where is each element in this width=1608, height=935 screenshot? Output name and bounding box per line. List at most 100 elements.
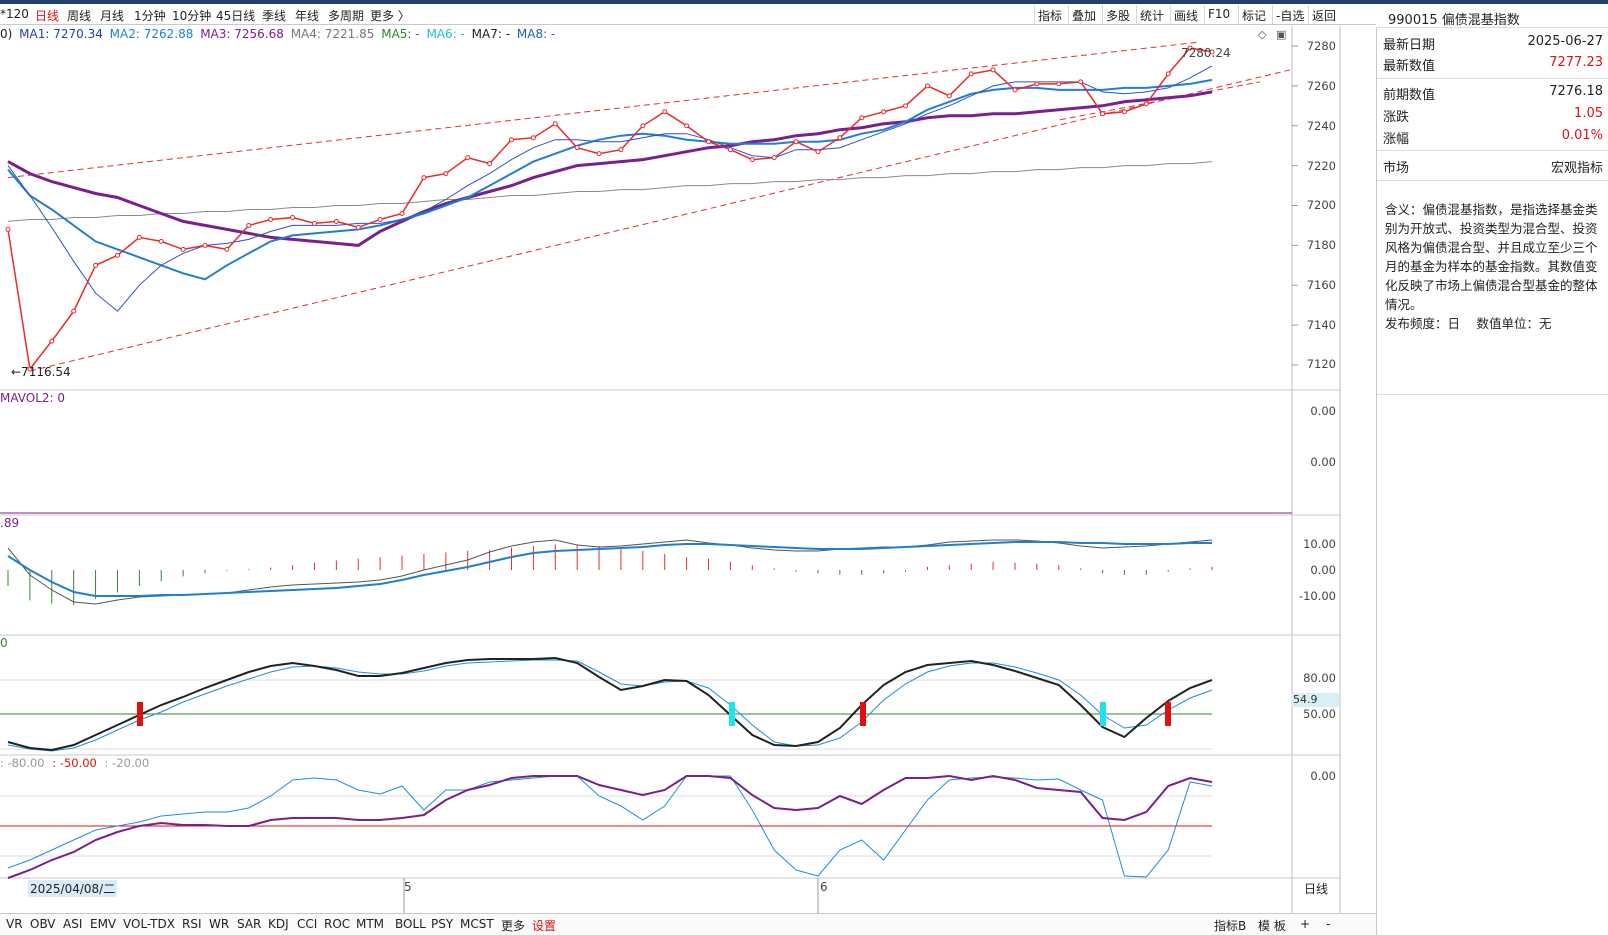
info-row-change: 涨跌 1.05 [1383,106,1603,126]
info-label: 最新日期 [1383,38,1436,53]
info-label: 最新数值 [1383,59,1436,74]
tab-asi[interactable]: ASI [63,917,83,931]
indicator-tabs: VR OBV ASI EMV VOL-TDX RSI WR SAR KDJ CC… [0,913,1376,935]
tab-more[interactable]: 更多 [501,919,526,933]
zoom-in-button[interactable]: + [1300,917,1311,931]
close-point [662,109,668,115]
expand-icon[interactable]: ▣ [1276,28,1287,41]
kdj-d-line [7,659,1213,752]
y-tick-main: 7220 [1306,159,1336,173]
kdj-legend: 0 [0,636,8,650]
y-tick-main: 7180 [1306,238,1336,252]
close-point [837,135,843,141]
tab-psy[interactable]: PSY [431,917,454,931]
high-value-label: 7280.24 [1181,46,1231,60]
y-tick-kdj: 50.00 [1303,707,1336,721]
overlay-button[interactable]: 叠加 [1068,5,1099,24]
legend-ma1: MA1: 7270.34 [19,27,103,41]
x-axis-month-5: 5 [404,880,412,894]
draw-line-button[interactable]: 画线 [1170,5,1201,24]
watchlist-remove-button[interactable]: -自选 [1272,5,1307,24]
close-line [7,47,1213,371]
ma2-line [7,78,1213,281]
tab-rsi[interactable]: RSI [182,917,202,931]
y-tick-main: 7280 [1306,39,1336,53]
kdj-signal-marker [729,702,735,726]
wr-line-2 [7,774,1213,879]
period-monthly[interactable]: 月线 [100,9,125,23]
close-point [684,123,690,129]
close-point [1100,111,1106,117]
tab-roc[interactable]: ROC [324,917,351,931]
close-point [1056,81,1062,87]
volume-legend: MAVOL2: 0 [0,391,66,405]
mark-button[interactable]: 标记 [1238,5,1269,24]
tab-obv[interactable]: OBV [30,917,56,931]
period-yearly[interactable]: 年线 [295,9,320,23]
close-point [27,366,33,372]
close-point [793,139,799,145]
period-quarterly[interactable]: 季线 [262,9,287,23]
tab-mcst[interactable]: MCST [460,917,494,931]
period-1min[interactable]: 1分钟 [134,9,166,23]
close-point [224,246,230,252]
period-daily[interactable]: 日线 [35,9,60,23]
legend-ma8: MA8: - [516,27,556,41]
indicator-b-button[interactable]: 指标B [1214,919,1247,933]
y-tick-main: 7120 [1306,357,1336,371]
close-point [727,147,733,153]
close-point [1187,45,1193,51]
period-45day[interactable]: 45日线 [216,9,256,23]
info-value: 2025-06-27 [1527,34,1603,49]
low-value-label: ←7116.54 [11,365,71,379]
tab-wr[interactable]: WR [209,917,230,931]
chart-area[interactable] [0,26,1376,913]
tab-mtm[interactable]: MTM [356,917,385,931]
tab-boll[interactable]: BOLL [395,917,426,931]
period-multi[interactable]: 多周期 [328,9,365,23]
tab-kdj[interactable]: KDJ [268,917,289,931]
zoom-out-button[interactable]: - [1326,917,1331,931]
back-button[interactable]: 返回 [1308,5,1339,24]
tab-emv[interactable]: EMV [90,917,117,931]
info-row-latest-date: 最新日期 2025-06-27 [1383,34,1603,54]
y-tick-main: 7200 [1306,198,1336,212]
close-point [268,216,274,222]
legend-ma6: MA6: - [426,27,465,41]
template-button[interactable]: 模 板 [1258,919,1286,933]
info-label: 涨幅 [1383,132,1410,147]
period-10min[interactable]: 10分钟 [172,9,212,23]
close-point [1209,49,1215,55]
multi-stock-button[interactable]: 多股 [1102,5,1133,24]
close-point [1143,101,1149,107]
close-point [202,242,208,248]
close-point [158,238,164,244]
y-tick-main: 7260 [1306,79,1336,93]
wr-line-1 [7,775,1213,878]
tab-sar[interactable]: SAR [237,917,262,931]
indicator-button[interactable]: 指标 [1034,5,1065,24]
trend-line-inner [1059,81,1261,121]
close-point [421,175,427,181]
f10-button[interactable]: F10 [1204,5,1233,24]
close-point [5,226,11,232]
info-label: 前期数值 [1383,88,1436,103]
close-point [1034,81,1040,87]
trend-line-upper [7,41,1201,179]
y-tick-main: 7140 [1306,318,1336,332]
macd-legend: .89 [0,516,20,530]
main-legend: 0) MA1: 7270.34 MA2: 7262.88 MA3: 7256.6… [0,27,555,41]
diamond-icon[interactable]: ◇ [1258,28,1267,41]
period-weekly[interactable]: 周线 [67,9,92,23]
tab-vr[interactable]: VR [6,917,23,931]
statistics-button[interactable]: 统计 [1136,5,1167,24]
tab-settings[interactable]: 设置 [532,919,557,933]
x-axis-start-date: 2025/04/08/二 [28,880,118,897]
period-more[interactable]: 更多 〉 [370,9,410,23]
tab-cci[interactable]: CCI [297,917,318,931]
info-row-previous-value: 前期数值 7276.18 [1383,84,1603,104]
close-point [946,93,952,99]
close-point [1165,71,1171,77]
tab-vol-tdx[interactable]: VOL-TDX [123,917,175,931]
close-point [903,103,909,109]
